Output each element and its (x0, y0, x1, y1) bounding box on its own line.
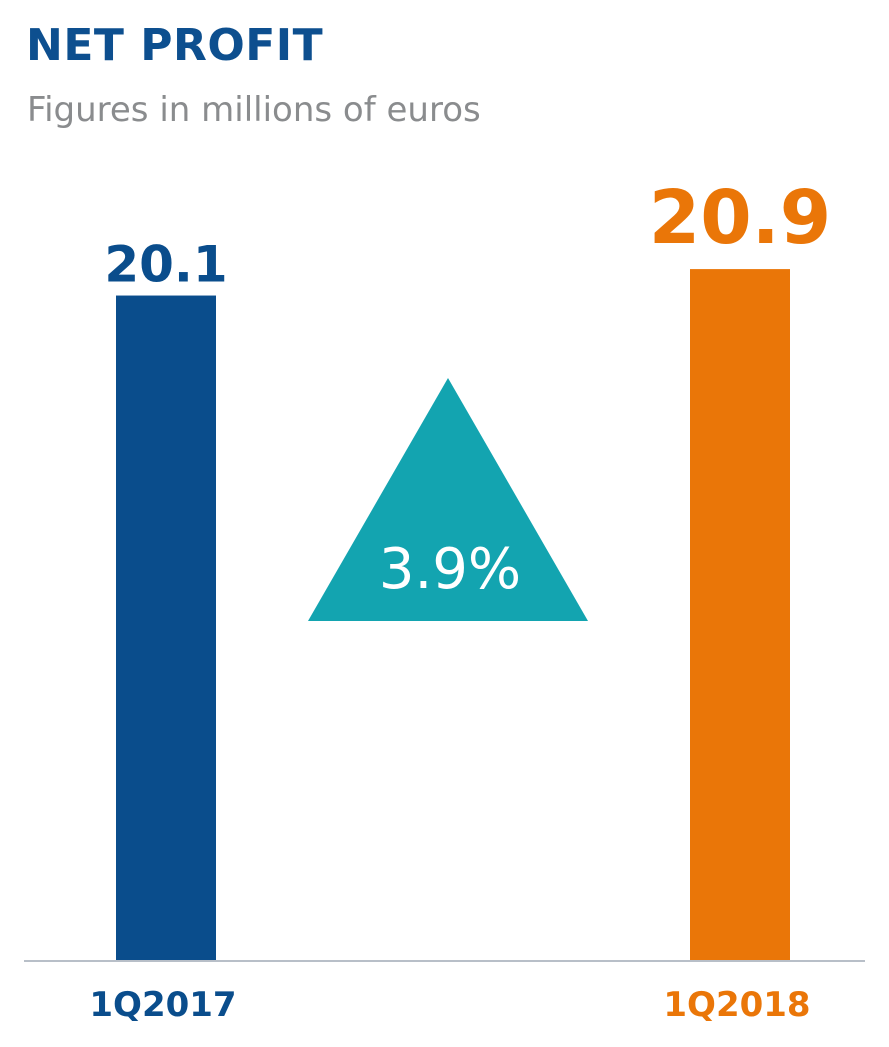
category-label-1q2017: 1Q2017 (89, 985, 236, 1025)
value-label-1q2017: 20.1 (104, 236, 227, 294)
change-indicator: 3.9% (308, 378, 588, 621)
bar-1q2018 (690, 269, 790, 960)
value-label-1q2018: 20.9 (649, 175, 832, 261)
up-triangle-icon (308, 378, 588, 621)
category-label-1q2018: 1Q2018 (663, 985, 810, 1025)
bar-1q2017 (116, 295, 216, 960)
chart-subtitle: Figures in millions of euros (27, 90, 481, 130)
change-percent-label: 3.9% (379, 537, 521, 602)
chart-title: NET PROFIT (26, 20, 324, 71)
